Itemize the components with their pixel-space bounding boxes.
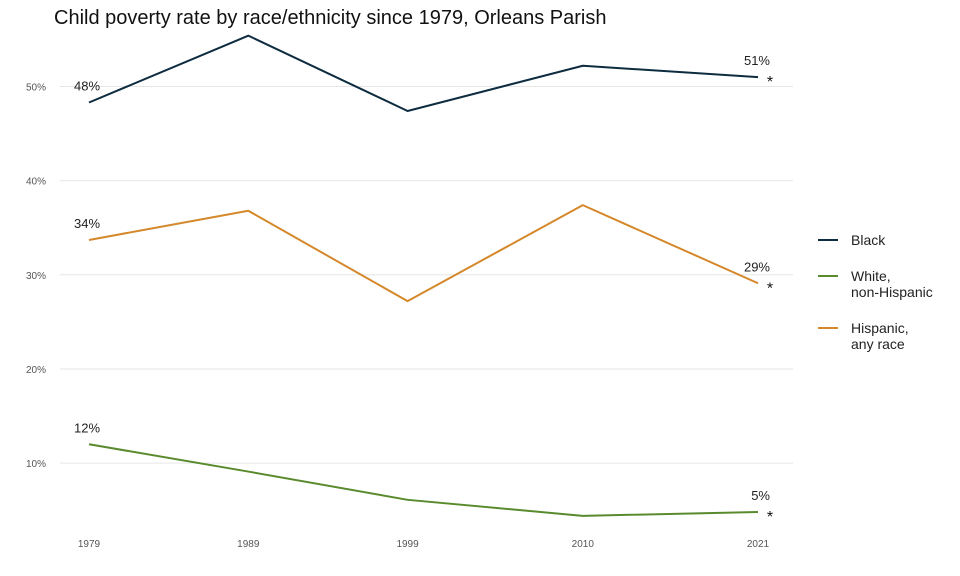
series-line-hispanic-any-race [88,204,759,303]
data-label-start-white-non-hispanic: 12% [74,420,100,435]
x-tick-label: 1999 [396,539,419,550]
y-tick-label: 30% [26,271,46,282]
legend-label-white-non-hispanic: White, [851,268,891,284]
x-axis: 1979 1989 1999 2010 2021 [78,539,770,550]
end-marker-white-non-hispanic: * [767,509,773,526]
series-line-white-non-hispanic [88,443,759,517]
gridlines [60,85,793,464]
data-label-start-black: 48% [74,78,100,93]
x-tick-label: 1989 [237,539,260,550]
x-tick-label: 1979 [78,539,101,550]
data-label-start-hispanic-any-race: 34% [74,216,100,231]
x-tick-label: 2010 [572,539,595,550]
data-label-end-black: 51% [744,53,770,68]
y-tick-label: 20% [26,365,46,376]
series-line-black [88,34,759,112]
y-tick-label: 40% [26,177,46,188]
end-marker-hispanic-any-race: * [767,280,773,297]
data-label-end-hispanic-any-race: 29% [744,259,770,274]
legend-label-white-non-hispanic: non-Hispanic [851,284,933,300]
y-tick-label: 10% [26,459,46,470]
legend: Black White,non-Hispanic Hispanic,any race [818,232,933,352]
legend-label-black: Black [851,232,886,248]
legend-label-hispanic-any-race: any race [851,336,905,352]
x-tick-label: 2021 [747,539,770,550]
y-tick-label: 50% [26,82,46,93]
legend-label-hispanic-any-race: Hispanic, [851,320,909,336]
end-marker-black: * [767,74,773,91]
chart-title: Child poverty rate by race/ethnicity sin… [54,7,607,29]
series-layer: 48% 51% * 12% 5% * 34% 29% * [74,34,773,526]
data-label-end-white-non-hispanic: 5% [751,488,770,503]
y-axis: 10% 20% 30% 40% 50% [26,82,46,470]
